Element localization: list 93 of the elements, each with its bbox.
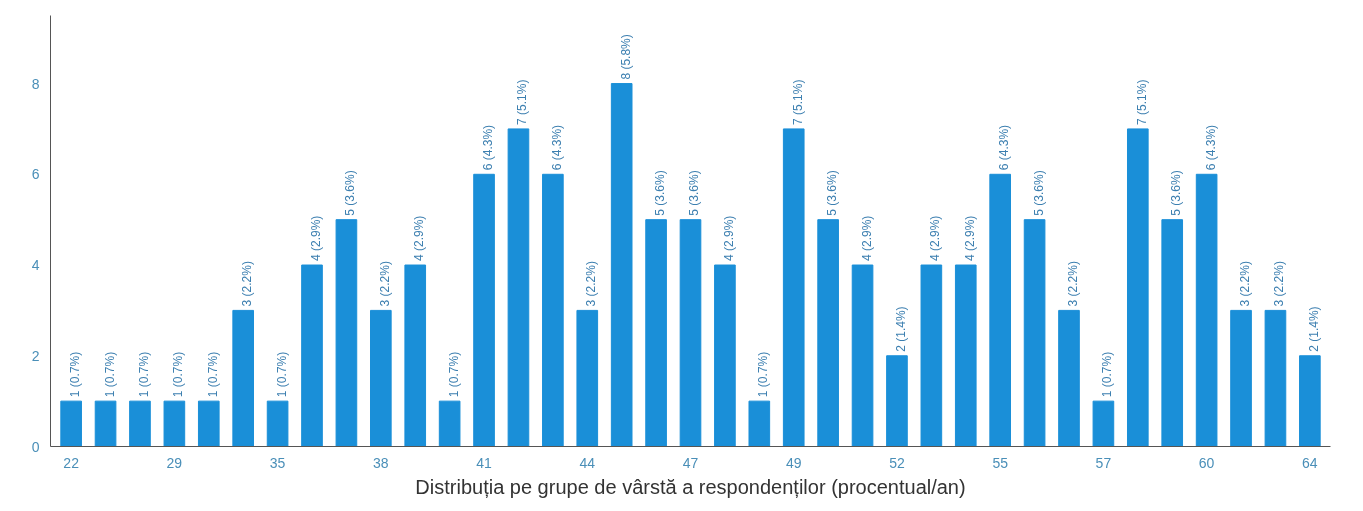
x-tick-label: 35 (269, 454, 286, 471)
data-label: 1 (0.7%) (102, 351, 117, 398)
bar (782, 128, 805, 447)
bar (645, 219, 667, 447)
data-label: 5 (3.6%) (1031, 170, 1046, 216)
data-label: 1 (0.7%) (136, 351, 151, 398)
bar (507, 128, 530, 447)
data-label: 5 (3.6%) (687, 170, 702, 216)
bar (1161, 219, 1184, 447)
data-label: 6 (4.3%) (997, 124, 1012, 171)
bar (60, 400, 82, 447)
bar (1023, 219, 1046, 447)
data-label: 4 (2.9%) (859, 215, 874, 262)
bar (989, 173, 1011, 447)
data-label: 6 (4.3%) (481, 124, 496, 171)
bar (232, 309, 255, 447)
bar (714, 264, 736, 447)
data-label: 6 (4.3%) (1203, 124, 1218, 171)
bar (679, 219, 702, 447)
data-label: 3 (2.2%) (377, 261, 392, 307)
bar (129, 400, 151, 447)
x-tick-label: 57 (1095, 454, 1112, 471)
data-label: 4 (2.9%) (412, 215, 427, 262)
x-axis-title: Distribuția pe grupe de vârstă a respondenților (procentual/an) (415, 475, 966, 498)
data-label: 1 (0.7%) (205, 351, 220, 398)
x-tick-label: 55 (992, 454, 1009, 471)
bar (542, 173, 564, 447)
y-tick-label: 4 (31, 257, 40, 274)
bar (438, 400, 461, 447)
bar (1299, 355, 1321, 447)
bar (404, 264, 427, 447)
x-tick-label: 38 (373, 454, 389, 471)
bar (851, 264, 874, 447)
data-label: 5 (3.6%) (825, 170, 840, 216)
bar (954, 264, 977, 447)
bar (1230, 309, 1252, 447)
data-label: 4 (2.9%) (928, 215, 943, 262)
data-label: 3 (2.2%) (1272, 261, 1287, 307)
data-label: 3 (2.2%) (584, 261, 599, 307)
data-label: 1 (0.7%) (1100, 351, 1115, 398)
data-label: 4 (2.9%) (309, 215, 324, 262)
y-tick-label: 2 (31, 347, 40, 364)
bar (197, 400, 220, 447)
bar (1058, 309, 1080, 447)
y-tick-label: 8 (31, 75, 40, 92)
bar (163, 400, 186, 447)
bar (266, 400, 289, 447)
y-tick-label: 0 (31, 438, 40, 455)
bar (576, 309, 599, 447)
bar (1195, 173, 1218, 447)
bar (1126, 128, 1149, 447)
data-label: 4 (2.9%) (721, 215, 736, 262)
x-tick-label: 41 (476, 454, 493, 471)
data-label: 1 (0.7%) (171, 351, 186, 398)
data-label: 1 (0.7%) (274, 351, 289, 398)
data-label: 1 (0.7%) (446, 351, 461, 398)
bar (1092, 400, 1115, 447)
data-label: 2 (1.4%) (1306, 306, 1321, 352)
data-label: 3 (2.2%) (1065, 261, 1080, 307)
data-label: 1 (0.7%) (756, 351, 771, 398)
data-label: 3 (2.2%) (1238, 261, 1253, 307)
x-tick-label: 52 (889, 454, 905, 471)
bar (886, 355, 908, 447)
data-label: 8 (5.8%) (618, 34, 633, 80)
data-label: 3 (2.2%) (240, 261, 255, 307)
y-tick-label: 6 (31, 166, 40, 183)
data-label: 4 (2.9%) (962, 215, 977, 262)
data-label: 2 (1.4%) (893, 306, 908, 352)
data-label: 7 (5.1%) (1134, 79, 1149, 125)
x-tick-label: 22 (63, 454, 80, 471)
data-label: 1 (0.7%) (68, 351, 83, 398)
x-tick-label: 29 (166, 454, 183, 471)
x-tick-label: 64 (1302, 454, 1318, 471)
x-tick-label: 49 (785, 454, 802, 471)
data-label: 6 (4.3%) (549, 124, 564, 171)
data-label: 7 (5.1%) (790, 79, 805, 125)
bar (473, 173, 495, 447)
bar (920, 264, 943, 447)
x-tick-label: 44 (579, 454, 596, 471)
data-label: 7 (5.1%) (515, 79, 530, 125)
bar (610, 83, 633, 447)
data-label: 5 (3.6%) (1169, 170, 1184, 216)
bar (301, 264, 323, 447)
bar (94, 400, 117, 447)
bar (817, 219, 839, 447)
x-tick-label: 47 (682, 454, 699, 471)
bar (748, 400, 771, 447)
bar (1264, 309, 1287, 447)
bar (335, 219, 358, 447)
data-label: 5 (3.6%) (343, 170, 358, 216)
x-tick-label: 60 (1198, 454, 1215, 471)
data-label: 5 (3.6%) (653, 170, 668, 216)
bar (370, 309, 392, 447)
